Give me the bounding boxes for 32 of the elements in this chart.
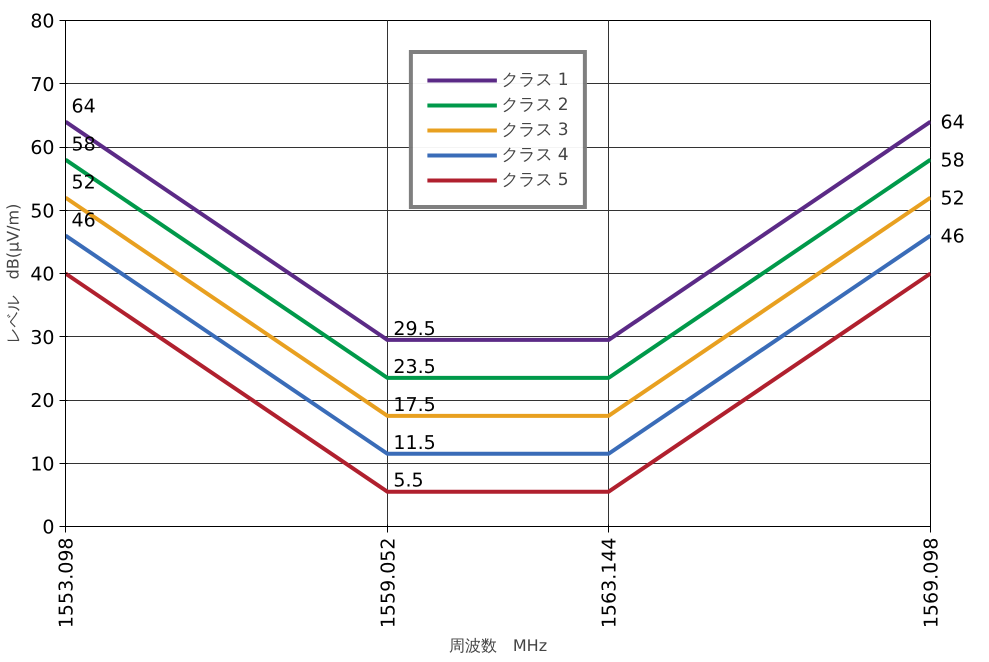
x-axis-title: 周波数 MHz <box>448 636 548 656</box>
annotation: 17.5 <box>393 394 436 416</box>
legend-label: クラス 3 <box>501 119 569 141</box>
annotation: 52 <box>72 172 96 194</box>
annotation: 64 <box>940 112 965 134</box>
x-tick-label: 1553.098 <box>56 537 78 628</box>
annotation: 46 <box>940 226 965 248</box>
legend-label: クラス 1 <box>501 69 569 91</box>
y-tick-label: 20 <box>30 390 55 412</box>
x-tick-label: 1563.144 <box>598 537 621 628</box>
annotation: 52 <box>940 188 965 210</box>
annotation: 58 <box>940 150 965 172</box>
x-tick-label: 1569.098 <box>920 537 942 628</box>
annotation: 11.5 <box>393 432 436 454</box>
y-tick-label: 70 <box>30 74 55 96</box>
y-tick-label: 50 <box>30 200 55 222</box>
annotation: 29.5 <box>393 318 436 340</box>
y-tick-label: 30 <box>30 326 55 349</box>
annotation: 46 <box>72 210 96 232</box>
y-tick-label: 40 <box>30 264 55 286</box>
y-tick-label: 80 <box>30 10 55 32</box>
y-tick-label: 0 <box>42 516 55 538</box>
legend-label: クラス 2 <box>501 94 569 116</box>
y-axis-title: レベル dB(μV/m) <box>3 204 22 344</box>
legend-label: クラス 4 <box>501 144 569 166</box>
y-tick-label: 60 <box>30 137 55 159</box>
legend-label: クラス 5 <box>501 169 569 191</box>
annotation: 64 <box>72 96 96 118</box>
annotation: 23.5 <box>393 356 436 378</box>
annotation: 5.5 <box>393 470 424 492</box>
y-tick-label: 10 <box>30 453 55 476</box>
x-tick-label: 1559.052 <box>377 537 400 628</box>
